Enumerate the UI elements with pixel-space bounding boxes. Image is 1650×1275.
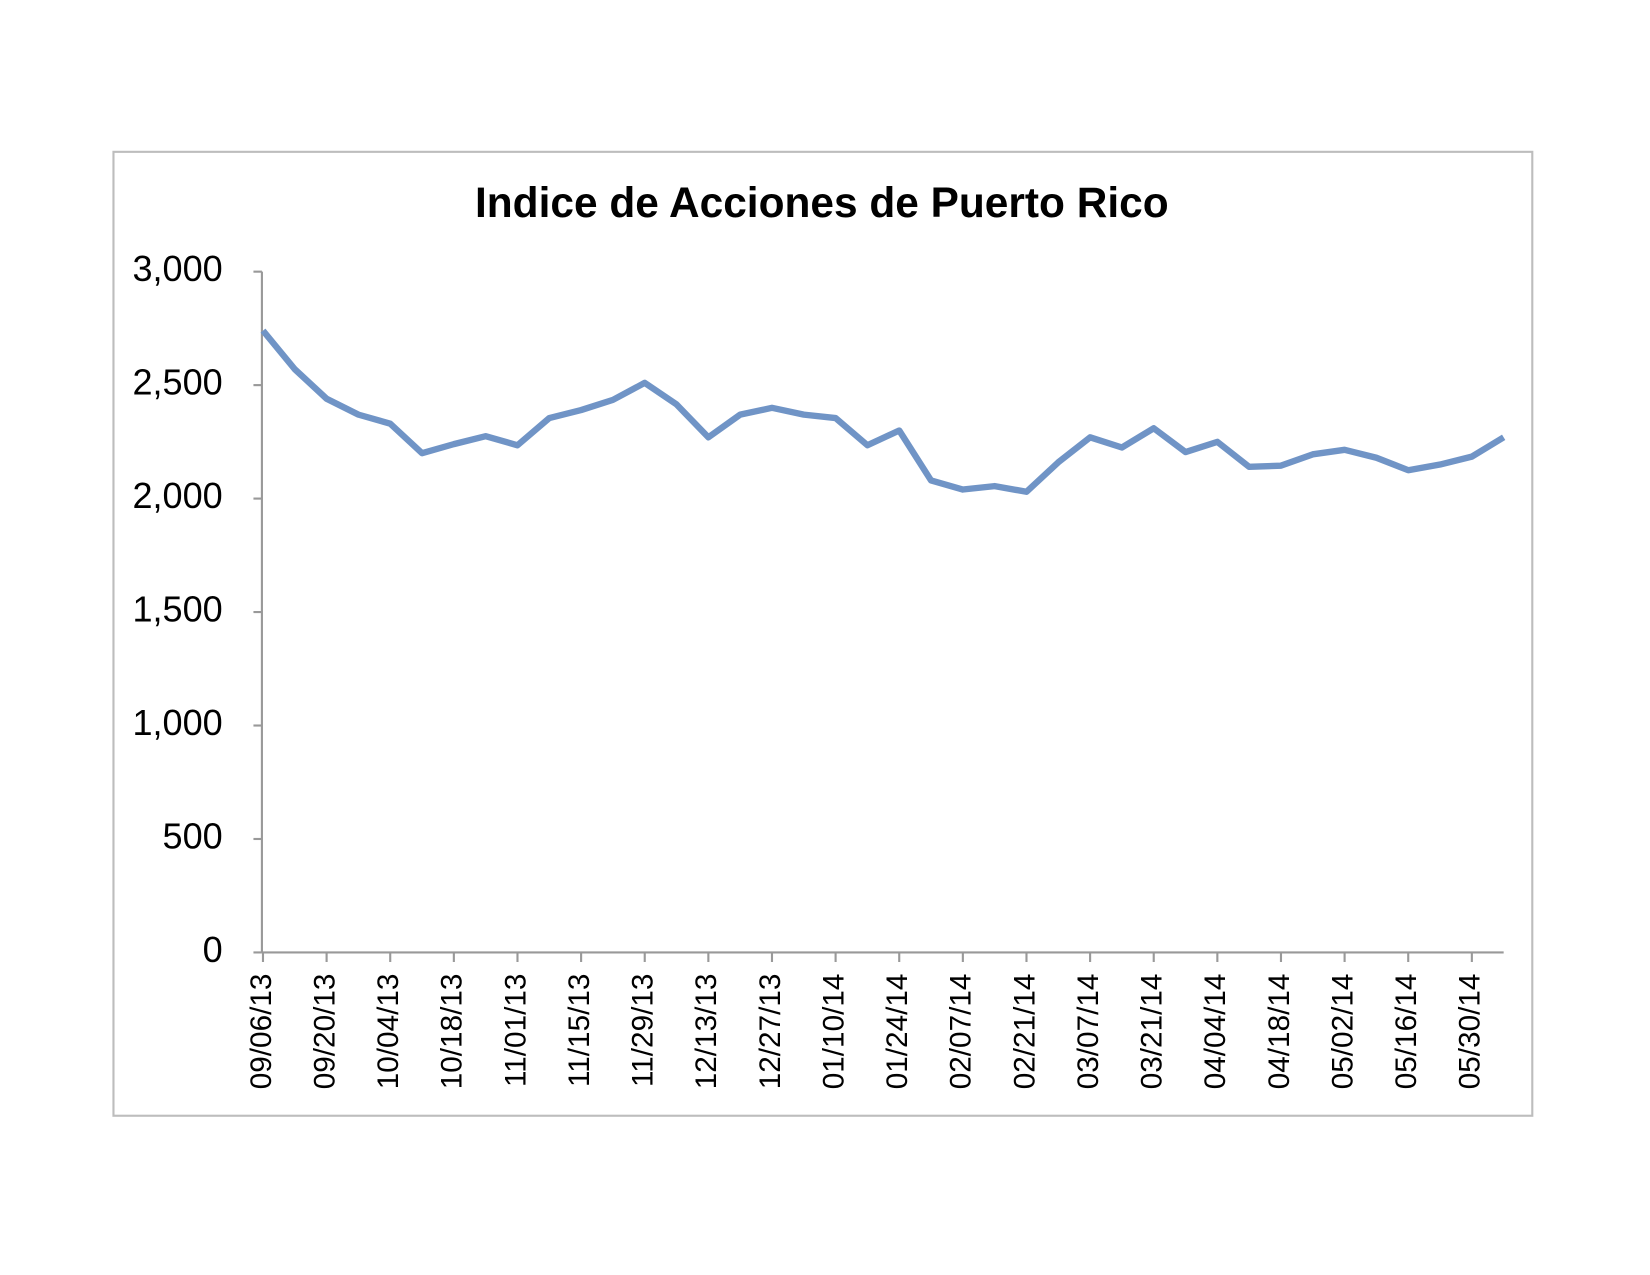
chart-title: Indice de Acciones de Puerto Rico [475,179,1169,226]
y-tick-label: 3,000 [132,248,222,289]
x-tick-label: 11/01/13 [499,974,532,1087]
x-tick-label: 03/21/14 [1136,974,1169,1090]
x-tick-label: 10/18/13 [436,974,469,1090]
x-tick-label: 04/04/14 [1199,974,1232,1090]
x-tick-label: 03/07/14 [1072,974,1105,1090]
x-tick-label: 05/30/14 [1454,974,1487,1090]
y-tick-label: 0 [203,929,223,970]
y-tick-label: 1,000 [132,702,222,743]
x-tick-label: 04/18/14 [1263,974,1296,1090]
x-tick-label: 09/20/13 [308,974,341,1090]
x-tick-label: 01/10/14 [817,974,850,1090]
x-tick-label: 09/06/13 [245,974,278,1090]
x-tick-label: 02/21/14 [1008,974,1041,1090]
y-tick-label: 2,500 [132,362,222,403]
x-tick-label: 01/24/14 [881,974,914,1090]
x-tick-label: 12/27/13 [754,974,787,1090]
x-tick-label: 05/02/14 [1326,974,1359,1090]
x-tick-label: 11/15/13 [563,974,596,1087]
x-tick-label: 10/04/13 [372,974,405,1090]
y-tick-label: 500 [163,815,223,856]
x-tick-label: 11/29/13 [627,974,660,1087]
x-tick-label: 02/07/14 [945,974,978,1090]
chart-frame [112,150,1534,1117]
line-series [260,328,1506,495]
y-tick-label: 1,500 [132,589,222,630]
x-tick-label: 05/16/14 [1390,974,1423,1090]
x-tick-label: 12/13/13 [690,974,723,1090]
y-tick-label: 2,000 [132,475,222,516]
